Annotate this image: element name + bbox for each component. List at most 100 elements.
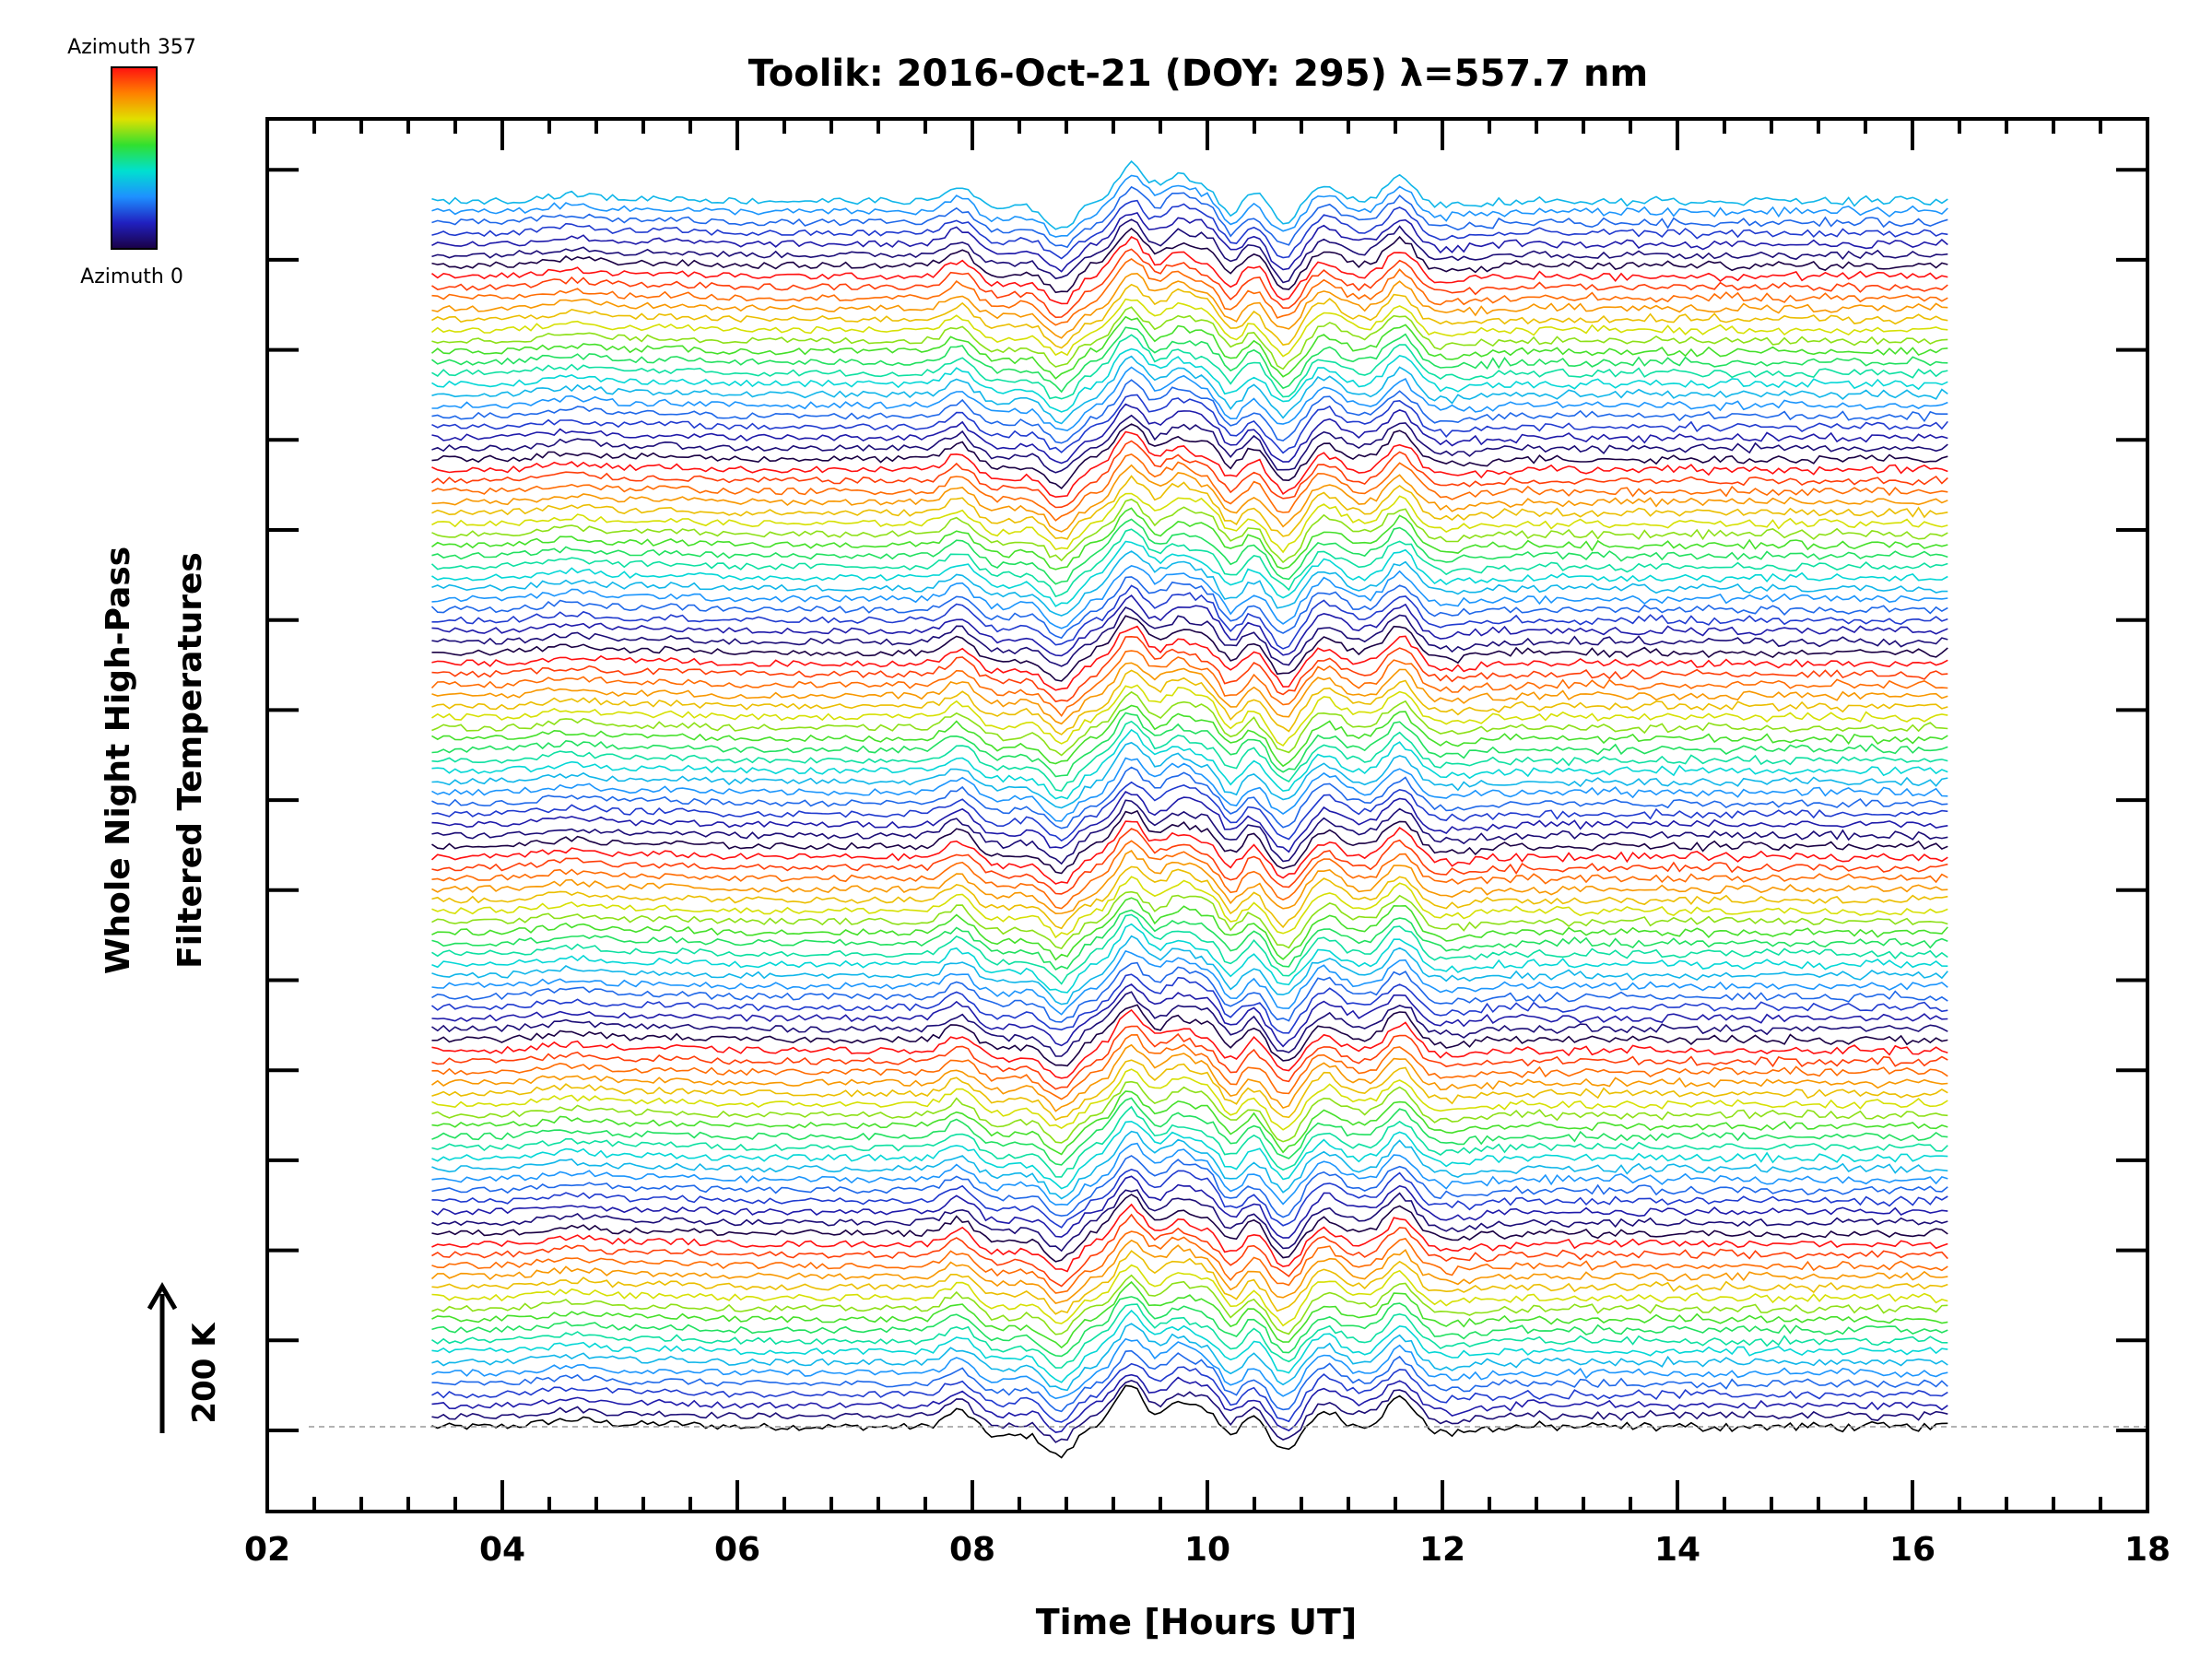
x-tick-label: 04 <box>479 1531 525 1569</box>
trace-line <box>431 298 1948 358</box>
trace-line <box>431 565 1948 629</box>
trace-line <box>431 669 1948 735</box>
trace-line <box>431 272 1948 339</box>
trace-line <box>431 781 1948 842</box>
colorbar-legend: Azimuth 357 Azimuth 0 <box>67 36 196 288</box>
trace-line <box>431 394 1948 454</box>
trace-line <box>431 1303 1948 1369</box>
trace-line <box>431 440 1948 509</box>
trace-line <box>431 1337 1948 1400</box>
trace-line <box>431 635 1948 703</box>
trace-line <box>431 704 1948 768</box>
trace-line <box>431 973 1948 1034</box>
trace-line <box>431 1280 1948 1349</box>
trace-line <box>431 712 1948 778</box>
trace-line <box>431 720 1948 792</box>
x-tick-label: 08 <box>949 1531 995 1569</box>
chart-title: Toolik: 2016-Oct-21 (DOY: 295) λ=557.7 n… <box>748 53 1648 95</box>
trace-line <box>431 1090 1948 1156</box>
colorbar-gradient <box>111 66 158 250</box>
trace-line <box>431 1230 1948 1294</box>
trace-line <box>431 1080 1948 1144</box>
trace-line <box>431 757 1948 822</box>
trace-line <box>430 315 1948 380</box>
trace-line <box>431 690 1948 757</box>
trace-line <box>431 728 1948 800</box>
trace-line <box>431 464 1948 533</box>
trace-line <box>431 741 1948 809</box>
x-tick-label: 02 <box>244 1531 290 1569</box>
trace-line <box>431 453 1948 522</box>
trace-line <box>431 1203 1948 1273</box>
trace-line <box>431 1274 1948 1335</box>
trace-line <box>431 1120 1948 1190</box>
trace-line <box>431 423 1948 489</box>
trace-line <box>431 414 1948 474</box>
trace-line <box>430 528 1948 598</box>
trace-line <box>431 840 1948 910</box>
trace-line <box>431 379 1948 444</box>
x-tick-label: 16 <box>1889 1531 1936 1569</box>
trace-line <box>431 1008 1948 1079</box>
trace-line <box>431 1362 1948 1423</box>
trace-line <box>431 790 1948 853</box>
trace-line <box>431 258 1948 326</box>
trace-line <box>431 1250 1948 1315</box>
x-axis-label: Time [Hours UT] <box>1036 1602 1358 1642</box>
trace-line <box>431 355 1948 425</box>
trace-line <box>431 1097 1948 1166</box>
trace-line <box>430 1239 1948 1304</box>
trace-line <box>431 326 1948 394</box>
trace-line <box>431 507 1948 571</box>
colorbar-bottom-label: Azimuth 0 <box>80 265 183 288</box>
trace-line <box>431 983 1948 1048</box>
trace-line <box>431 218 1948 284</box>
trace-line <box>431 211 1948 273</box>
trace-line <box>431 909 1948 971</box>
trace-line <box>431 1296 1948 1358</box>
trace-line <box>431 865 1948 930</box>
trace-line <box>431 185 1948 249</box>
trace-line <box>431 235 1948 305</box>
y-axis-label-line2: Filtered Temperatures <box>171 552 209 969</box>
trace-line <box>431 684 1948 747</box>
trace-line <box>431 935 1948 1006</box>
trace-line <box>431 306 1948 371</box>
trace-line <box>431 1264 1948 1327</box>
x-tick-label: 18 <box>2124 1531 2171 1569</box>
trace-line <box>430 820 1948 885</box>
x-tick-label: 14 <box>1654 1531 1700 1569</box>
trace-line <box>431 594 1948 657</box>
trace-line <box>431 1194 1948 1263</box>
temperature-scale-bar: 200 K <box>147 1282 223 1433</box>
trace-line <box>430 576 1948 640</box>
trace-line <box>431 283 1948 349</box>
plot-axes <box>265 117 2149 1513</box>
trace-line <box>431 923 1948 994</box>
trace-line <box>431 1105 1948 1178</box>
trace-line <box>431 1349 1948 1413</box>
trace-line <box>431 1068 1948 1131</box>
trace-line <box>431 662 1948 725</box>
x-tick-labels: 02 04 06 08 10 12 14 16 18 <box>244 1531 2171 1569</box>
trace-line <box>431 991 1948 1057</box>
trace-line <box>431 606 1948 667</box>
trace-line <box>431 1213 1948 1288</box>
trace-line <box>431 1025 1948 1090</box>
trace-line <box>431 1033 1948 1100</box>
trace-line <box>431 334 1948 400</box>
trace-line <box>431 876 1948 939</box>
trace-line <box>431 403 1948 465</box>
trace-line <box>431 1384 1948 1459</box>
trace-line <box>431 1380 1948 1443</box>
trace-line <box>431 1168 1948 1229</box>
trace-line <box>431 766 1948 830</box>
trace-line <box>431 1059 1948 1122</box>
trace-line <box>431 949 1948 1016</box>
trace-line <box>431 828 1948 895</box>
trace-line <box>431 1155 1948 1218</box>
trace-line <box>431 961 1948 1023</box>
y-axis-label-line1: Whole Night High-Pass <box>100 547 137 974</box>
trace-line <box>430 650 1948 718</box>
